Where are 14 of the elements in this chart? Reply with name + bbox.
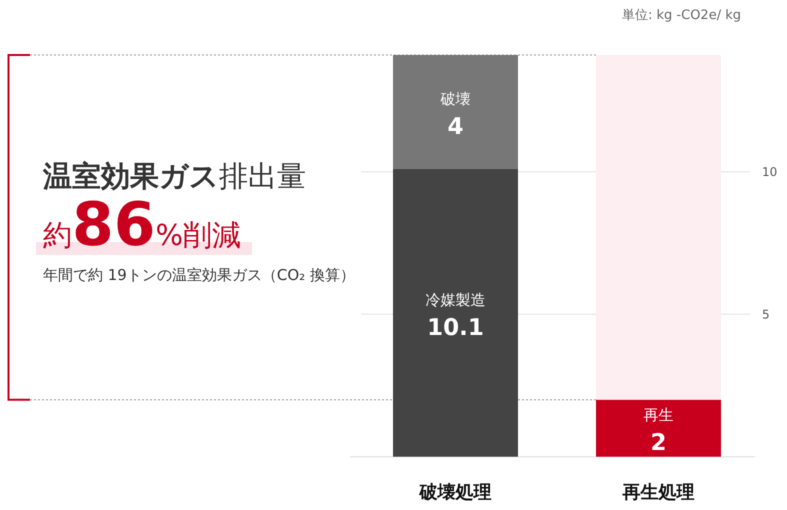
data-label: 4 xyxy=(448,114,464,140)
y-tick-label: 5 xyxy=(762,307,770,322)
x-tick-label: 破壊処理 xyxy=(420,482,492,502)
series-name: 破壊 xyxy=(440,90,470,108)
series-name: 冷媒製造 xyxy=(426,290,486,309)
annotation: 年間で約 19トンの温室効果ガス（CO₂ 換算） xyxy=(43,266,355,284)
x-tick-label: 再生処理 xyxy=(622,482,694,502)
y-tick-label: 10 xyxy=(762,164,778,179)
data-label: 10.1 xyxy=(427,314,484,341)
y-axis-title: 単位: kg -CO2e/ kg xyxy=(622,8,741,23)
title: 温室効果ガス排出量 xyxy=(43,159,306,193)
series-name: 再生 xyxy=(644,406,674,424)
annotation: 約86%削減 xyxy=(36,190,252,260)
data-label: 2 xyxy=(650,430,666,456)
